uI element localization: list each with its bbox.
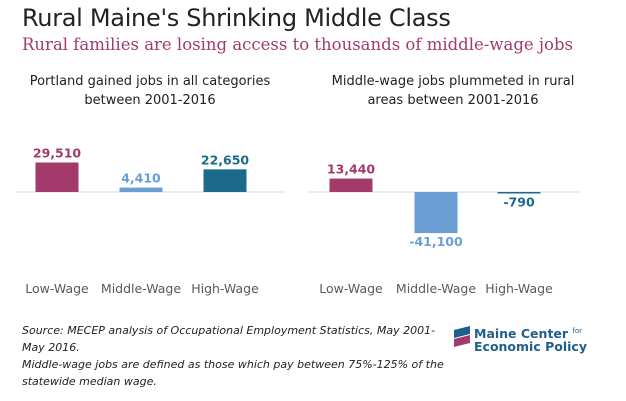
source-line: Source: MECEP analysis of Occupational E… [22, 324, 436, 354]
category-label: High-Wage [191, 281, 259, 296]
page-title: Rural Maine's Shrinking Middle Class [22, 4, 451, 32]
mecep-logo-icon [454, 326, 470, 347]
bar-low-wage [35, 162, 79, 192]
source-line: statewide median wage. [22, 375, 157, 388]
category-label: Middle-Wage [396, 281, 476, 296]
data-label: -41,100 [409, 234, 463, 249]
category-label: Middle-Wage [101, 281, 181, 296]
data-label: 13,440 [327, 162, 376, 177]
chart-title-portland: Portland gained jobs in all categories b… [0, 72, 300, 110]
bar-high-wage [497, 192, 541, 194]
chart-title-rural: Middle-wage jobs plummeted in rural area… [303, 72, 603, 110]
mecep-logo: Maine Center for Economic Policy [452, 322, 612, 356]
bar-low-wage [329, 178, 373, 192]
category-label: High-Wage [485, 281, 553, 296]
page-subtitle: Rural families are losing access to thou… [22, 35, 573, 54]
chart-title-line: areas between 2001-2016 [367, 93, 539, 108]
data-label: -790 [503, 195, 535, 210]
chart-title-line: Portland gained jobs in all categories [29, 74, 271, 89]
chart-title-line: Middle-wage jobs plummeted in rural [331, 74, 575, 89]
category-label: Low-Wage [25, 281, 89, 296]
logo-text-line1: Maine Center for [474, 326, 583, 341]
chart-title-line: between 2001-2016 [84, 93, 216, 108]
source-line: Middle-wage jobs are defined as those wh… [22, 358, 444, 371]
bar-middle-wage [414, 192, 458, 234]
logo-text-line2: Economic Policy [474, 339, 587, 354]
source-note: Source: MECEP analysis of Occupational E… [22, 322, 452, 390]
data-label: 22,650 [201, 152, 250, 167]
category-label: Low-Wage [319, 281, 383, 296]
bar-middle-wage [119, 187, 163, 192]
data-label: 4,410 [121, 171, 161, 186]
bar-high-wage [203, 169, 247, 192]
data-label: 29,510 [33, 145, 82, 160]
